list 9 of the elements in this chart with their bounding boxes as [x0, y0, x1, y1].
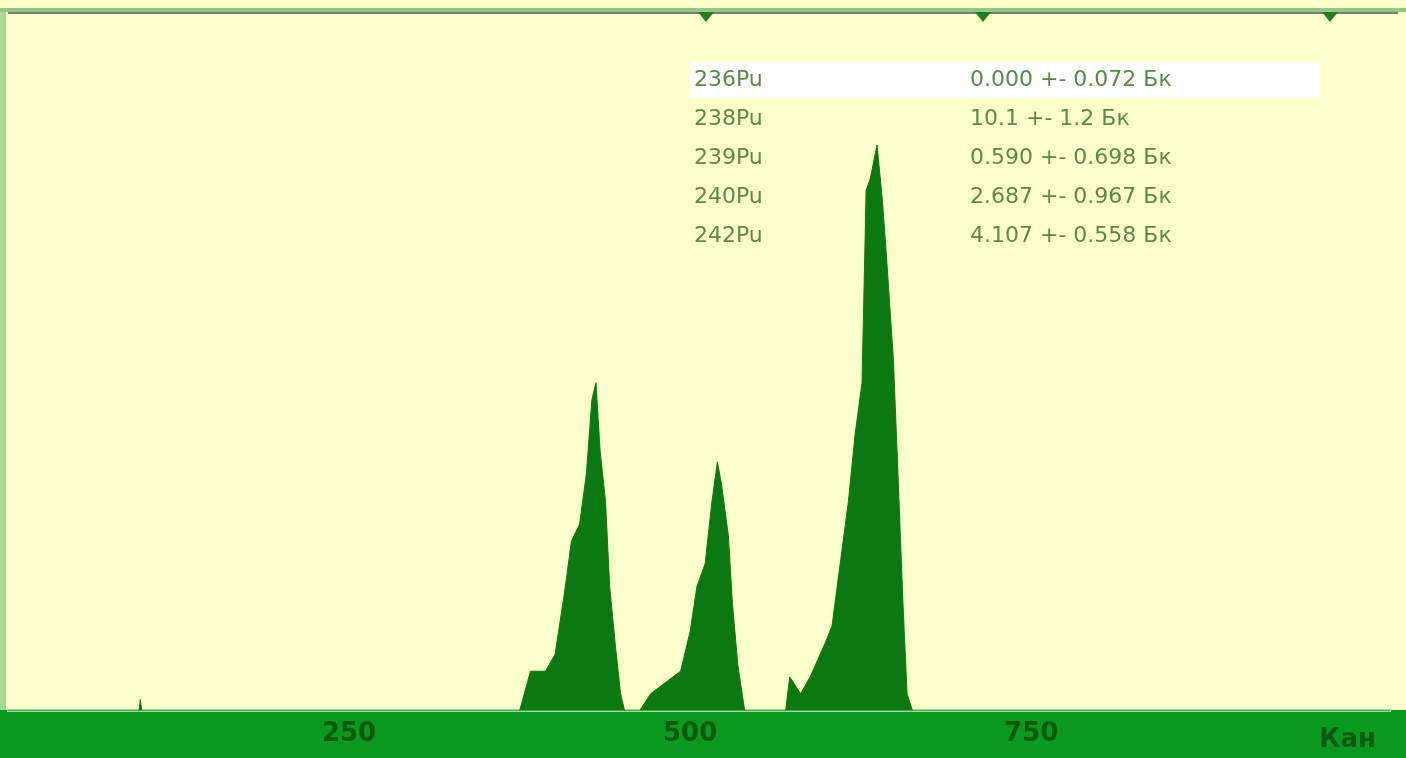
text: 236Pu 0.000 +- 0.072 Бк — [694, 65, 1172, 91]
x-tick-label: 750 — [1004, 717, 1059, 748]
x-axis-title: Кан — [1319, 722, 1376, 753]
text: 240Pu 2.687 +- 0.967 Бк — [694, 182, 1172, 208]
text: 242Pu 4.107 +- 0.558 Бк — [694, 221, 1172, 247]
text: 238Pu 10.1 +- 1.2 Бк — [694, 104, 1130, 130]
x-tick-label: 500 — [662, 717, 718, 748]
text: 239Pu 0.590 +- 0.698 Бк — [694, 143, 1172, 169]
x-tick-label: 250 — [321, 717, 377, 748]
